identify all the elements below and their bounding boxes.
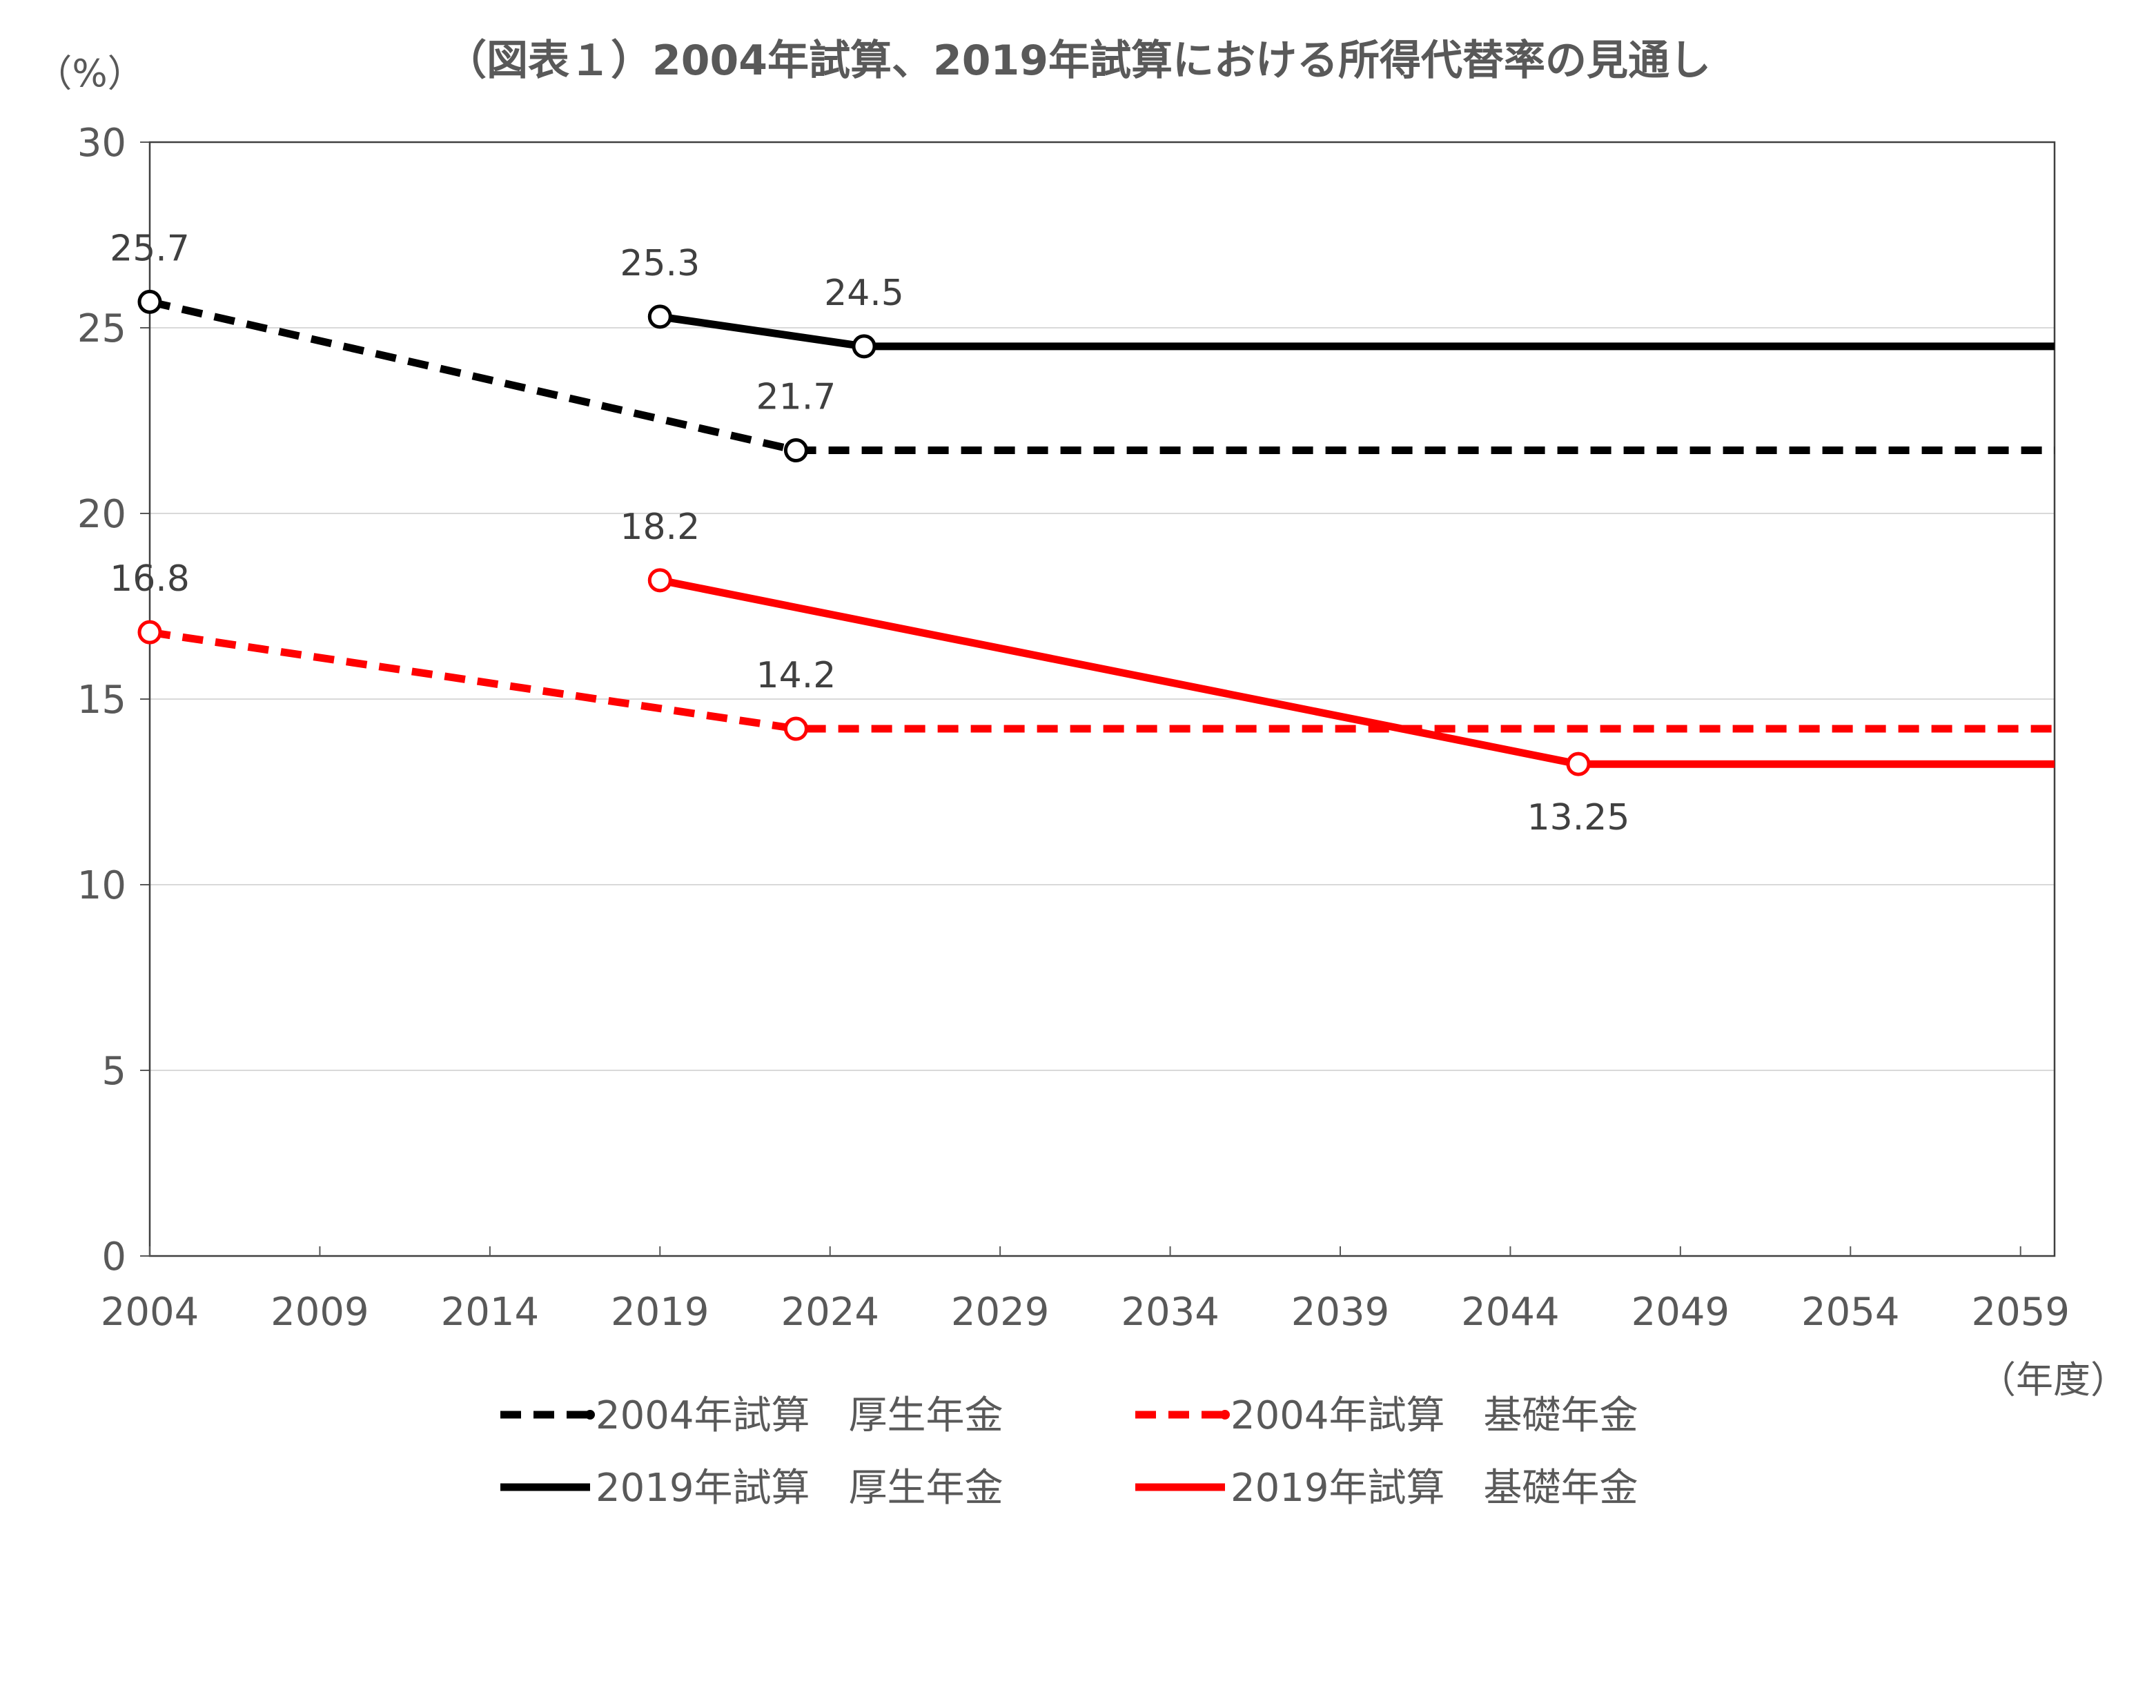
data-point-marker [137, 620, 162, 645]
y-tick-label: 30 [77, 121, 126, 166]
chart-title: （図表１）2004年試算、2019年試算における所得代替率の見通し [445, 37, 1711, 85]
data-point-marker [647, 304, 672, 329]
data-label: 18.2 [620, 507, 700, 548]
series-line-2 [149, 628, 2055, 733]
x-tick-label: 2009 [271, 1290, 369, 1335]
data-point-marker [137, 289, 162, 314]
data-labels: 25.7 21.7 16.8 14.2 25.3 24.5 18.2 13.25 [110, 228, 1629, 838]
x-tick-label: 2044 [1461, 1290, 1560, 1335]
data-label: 14.2 [756, 655, 836, 696]
legend-label: 2019年試算 基礎年金 [1231, 1466, 1638, 1511]
y-tick-label: 5 [101, 1049, 126, 1094]
legend-label: 2004年試算 基礎年金 [1231, 1393, 1638, 1438]
x-axis-unit-label: （年度） [1979, 1358, 2128, 1402]
data-label: 25.3 [620, 243, 700, 284]
data-point-marker [852, 334, 876, 359]
data-point-marker [783, 716, 808, 741]
x-tick-label: 2034 [1121, 1290, 1219, 1335]
series-line-4 [659, 576, 2055, 768]
legend-swatch-dot [1220, 1410, 1230, 1420]
data-label: 21.7 [756, 377, 836, 418]
legend-swatch-dot [585, 1410, 595, 1420]
x-tick-label: 2019 [611, 1290, 709, 1335]
x-tick-label: 2039 [1291, 1290, 1390, 1335]
y-tick-label: 10 [77, 863, 126, 908]
x-tick-label: 2014 [441, 1290, 540, 1335]
data-markers [137, 289, 1591, 776]
x-tick-label: 2059 [1971, 1290, 2070, 1335]
series-lines [148, 297, 2055, 768]
legend: 2004年試算 厚生年金 2004年試算 基礎年金 2019年試算 厚生年金 2019… [500, 1393, 1638, 1511]
y-tick-label: 15 [77, 678, 126, 723]
axes: 0 5 10 15 20 25 30 2004 2009 2014 2019 2024 2029 2034… [77, 121, 2070, 1335]
data-label: 24.5 [824, 273, 904, 314]
x-tick-label: 2024 [781, 1290, 879, 1335]
y-tick-label: 25 [77, 306, 126, 351]
y-tick-label: 0 [101, 1235, 126, 1279]
legend-label: 2019年試算 厚生年金 [596, 1466, 1003, 1511]
plot-area-border [148, 141, 2056, 1257]
series-line-1 [148, 297, 2055, 454]
x-tick-label: 2029 [951, 1290, 1050, 1335]
data-point-marker [1566, 752, 1591, 776]
x-tick-label: 2049 [1631, 1290, 1730, 1335]
data-point-marker [783, 438, 808, 463]
gridlines [150, 327, 2055, 1071]
legend-label: 2004年試算 厚生年金 [596, 1393, 1003, 1438]
y-tick-label: 20 [77, 492, 126, 537]
data-label: 16.8 [110, 558, 190, 600]
data-point-marker [647, 568, 672, 593]
x-tick-label: 2054 [1801, 1290, 1900, 1335]
x-tick-label: 2004 [101, 1290, 199, 1335]
data-label: 13.25 [1527, 797, 1630, 838]
data-label: 25.7 [110, 228, 190, 269]
y-axis-unit-label: （%） [35, 52, 144, 95]
